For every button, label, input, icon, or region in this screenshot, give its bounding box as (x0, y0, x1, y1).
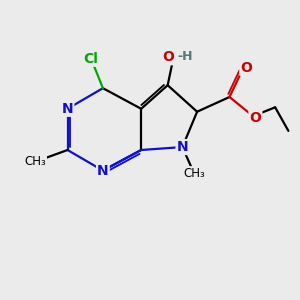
Text: CH₃: CH₃ (24, 155, 46, 168)
Text: Cl: Cl (84, 52, 98, 66)
Text: CH₃: CH₃ (183, 167, 205, 180)
Text: N: N (177, 140, 188, 154)
Text: O: O (162, 50, 174, 64)
Text: N: N (97, 164, 109, 178)
Text: N: N (62, 102, 74, 116)
Text: O: O (250, 111, 261, 124)
Text: -H: -H (177, 50, 193, 63)
Text: O: O (240, 61, 252, 75)
